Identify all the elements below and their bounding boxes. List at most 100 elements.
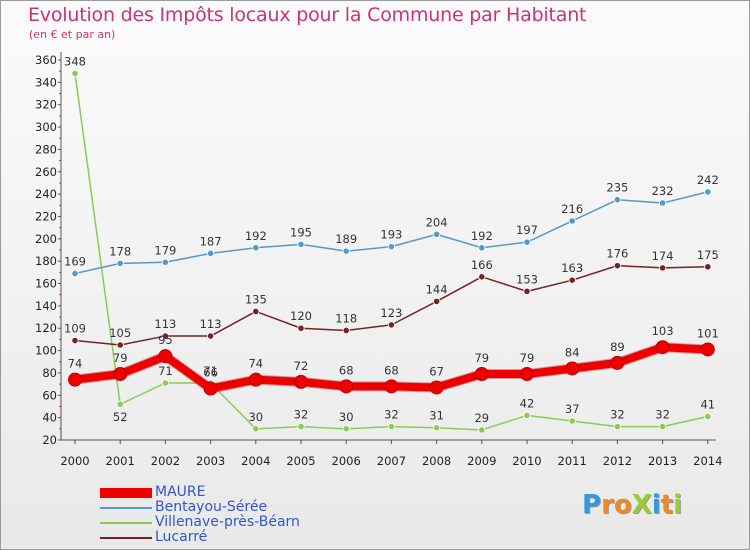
data-point-lucarre [704, 263, 712, 271]
data-point-maure [474, 367, 489, 382]
data-point-villenave-pres-bearn [568, 417, 576, 425]
data-label-villenave-pres-bearn: 32 [655, 408, 670, 422]
data-label-bentayou-seree: 242 [697, 173, 719, 187]
x-tick-label: 2012 [603, 454, 632, 468]
data-label-lucarre: 163 [561, 261, 583, 275]
x-tick-label: 2007 [377, 454, 406, 468]
data-point-villenave-pres-bearn [342, 425, 350, 433]
x-tick-label: 2003 [196, 454, 225, 468]
logo-letter: i [673, 490, 683, 520]
data-point-lucarre [432, 297, 441, 306]
data-label-lucarre: 175 [697, 248, 719, 262]
data-point-lucarre [387, 321, 395, 329]
data-point-bentayou-seree [71, 269, 79, 278]
data-label-lucarre: 105 [109, 326, 131, 340]
legend-label-maure: MAURE [155, 484, 206, 500]
y-tick-label: 140 [35, 299, 57, 313]
data-point-bentayou-seree [116, 259, 124, 268]
data-point-lucarre [207, 332, 215, 340]
data-label-bentayou-seree: 187 [200, 234, 222, 248]
data-point-villenave-pres-bearn [116, 400, 124, 408]
data-point-villenave-pres-bearn [432, 424, 441, 432]
data-point-lucarre [252, 307, 260, 316]
data-point-bentayou-seree [207, 249, 215, 257]
data-point-maure [429, 380, 444, 395]
data-point-bentayou-seree [252, 244, 260, 252]
data-point-lucarre [297, 324, 305, 332]
data-point-bentayou-seree [523, 238, 531, 246]
y-tick-label: 180 [35, 254, 57, 268]
data-point-villenave-pres-bearn [161, 379, 169, 387]
x-tick-label: 2004 [241, 454, 270, 468]
data-point-maure [700, 342, 715, 357]
data-label-lucarre: 113 [200, 317, 222, 331]
data-point-bentayou-seree [704, 188, 712, 196]
data-label-lucarre: 135 [245, 292, 267, 306]
data-point-bentayou-seree [613, 196, 622, 204]
data-label-villenave-pres-bearn: 30 [339, 410, 354, 424]
data-point-lucarre [478, 273, 486, 281]
data-label-villenave-pres-bearn: 71 [203, 364, 218, 378]
x-tick-label: 2002 [151, 454, 180, 468]
data-point-maure [158, 349, 173, 364]
x-tick-label: 2005 [286, 454, 315, 468]
data-point-villenave-pres-bearn [658, 422, 667, 431]
logo-letter: P [582, 490, 602, 520]
data-point-maure [68, 372, 82, 387]
data-point-maure [113, 367, 128, 382]
x-tick-label: 2006 [332, 454, 361, 468]
y-tick-label: 360 [35, 53, 57, 67]
data-point-villenave-pres-bearn [704, 412, 712, 421]
data-label-bentayou-seree: 192 [245, 229, 267, 243]
legend-swatch-bentayou-seree [100, 507, 152, 509]
data-point-lucarre [342, 326, 350, 335]
data-label-lucarre: 176 [606, 247, 628, 261]
data-point-maure [294, 374, 308, 389]
data-label-bentayou-seree: 193 [380, 228, 402, 242]
data-label-villenave-pres-bearn: 30 [248, 410, 263, 424]
data-label-villenave-pres-bearn: 52 [113, 410, 128, 424]
y-tick-label: 280 [35, 142, 57, 156]
y-tick-label: 100 [35, 344, 57, 358]
data-point-maure [520, 367, 534, 382]
data-label-bentayou-seree: 189 [335, 232, 357, 246]
data-point-lucarre [71, 336, 79, 345]
data-point-maure [655, 340, 670, 355]
x-tick-label: 2013 [648, 454, 677, 468]
data-point-lucarre [116, 341, 124, 349]
data-point-bentayou-seree [387, 243, 395, 251]
data-point-villenave-pres-bearn [252, 425, 260, 433]
y-tick-label: 80 [42, 366, 57, 380]
y-tick-label: 160 [35, 277, 57, 291]
data-label-villenave-pres-bearn: 41 [700, 398, 715, 412]
logo-letter: X [631, 490, 652, 520]
data-label-maure: 68 [339, 363, 354, 377]
data-label-lucarre: 109 [64, 322, 86, 336]
x-tick-label: 2000 [60, 454, 89, 468]
data-point-lucarre [658, 264, 667, 272]
x-tick-label: 2001 [106, 454, 135, 468]
data-point-bentayou-seree [161, 258, 169, 266]
data-point-villenave-pres-bearn [71, 69, 79, 78]
data-label-maure: 68 [384, 363, 399, 377]
logo-letter: i [651, 490, 661, 520]
data-point-maure [610, 355, 625, 370]
legend-swatch-villenave-pres-bearn [100, 522, 152, 524]
legend-label-lucarre: Lucarré [155, 529, 208, 545]
x-tick-label: 2008 [422, 454, 451, 468]
legend-swatch-maure [100, 488, 152, 498]
data-point-bentayou-seree [432, 230, 441, 238]
y-tick-label: 120 [35, 321, 57, 335]
data-label-maure: 74 [68, 357, 83, 371]
y-tick-label: 20 [42, 433, 57, 447]
data-label-villenave-pres-bearn: 32 [610, 408, 625, 422]
data-point-bentayou-seree [297, 240, 305, 249]
data-label-lucarre: 153 [516, 272, 538, 286]
data-label-villenave-pres-bearn: 348 [64, 54, 86, 68]
data-point-villenave-pres-bearn [387, 422, 395, 431]
data-label-bentayou-seree: 192 [471, 229, 493, 243]
x-tick-label: 2011 [558, 454, 587, 468]
data-label-lucarre: 174 [652, 249, 674, 263]
data-point-bentayou-seree [478, 244, 486, 252]
